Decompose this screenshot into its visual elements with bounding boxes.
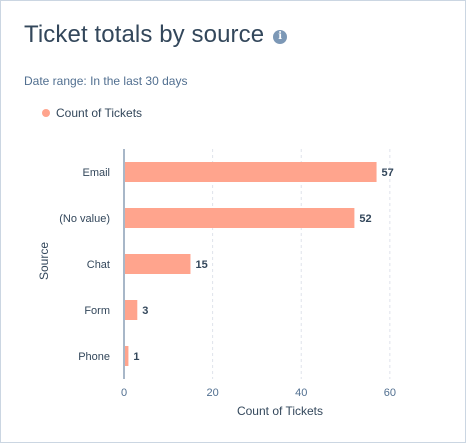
x-tick-label: 40 bbox=[295, 387, 307, 399]
bar bbox=[125, 208, 355, 228]
date-range-value: In the last 30 days bbox=[90, 74, 188, 88]
date-range-label: Date range: bbox=[24, 74, 87, 88]
data-label: 1 bbox=[133, 351, 139, 363]
legend-label: Count of Tickets bbox=[56, 106, 143, 120]
category-label: Form bbox=[84, 305, 110, 317]
date-range: Date range: In the last 30 days bbox=[24, 74, 187, 88]
report-title: Ticket totals by source bbox=[24, 21, 265, 48]
info-icon[interactable]: i bbox=[273, 29, 288, 44]
bar bbox=[125, 300, 138, 320]
bar bbox=[125, 346, 129, 366]
data-label: 15 bbox=[195, 259, 207, 271]
title-row: Ticket totals by source i bbox=[24, 21, 288, 49]
category-label: (No value) bbox=[59, 213, 110, 225]
y-axis-title: Source bbox=[37, 242, 51, 280]
x-tick-label: 0 bbox=[121, 387, 127, 399]
data-label: 52 bbox=[359, 213, 371, 225]
category-label: Email bbox=[82, 167, 110, 179]
data-label: 57 bbox=[382, 167, 394, 179]
x-tick-label: 60 bbox=[384, 387, 396, 399]
legend-swatch bbox=[42, 109, 50, 117]
x-axis-title: Count of Tickets bbox=[237, 404, 323, 418]
x-tick-label: 20 bbox=[206, 387, 218, 399]
category-label: Phone bbox=[78, 351, 110, 363]
bar bbox=[125, 162, 377, 182]
category-label: Chat bbox=[87, 259, 110, 271]
bar bbox=[125, 254, 191, 274]
chart-legend: Count of Tickets bbox=[42, 106, 142, 120]
data-label: 3 bbox=[142, 305, 148, 317]
